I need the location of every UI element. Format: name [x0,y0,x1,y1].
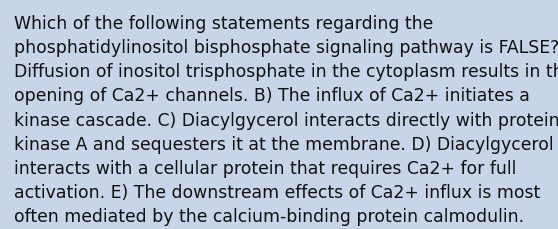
Text: activation. E) The downstream effects of Ca2+ influx is most: activation. E) The downstream effects of… [14,183,540,201]
Text: kinase cascade. C) Diacylgycerol interacts directly with protein: kinase cascade. C) Diacylgycerol interac… [14,111,558,129]
Text: kinase A and sequesters it at the membrane. D) Diacylgycerol: kinase A and sequesters it at the membra… [14,135,554,153]
Text: often mediated by the calcium-binding protein calmodulin.: often mediated by the calcium-binding pr… [14,207,524,225]
Text: interacts with a cellular protein that requires Ca2+ for full: interacts with a cellular protein that r… [14,159,516,177]
Text: Diffusion of inositol trisphosphate in the cytoplasm results in the: Diffusion of inositol trisphosphate in t… [14,63,558,81]
Text: Which of the following statements regarding the: Which of the following statements regard… [14,15,433,33]
Text: phosphatidylinositol bisphosphate signaling pathway is FALSE? A): phosphatidylinositol bisphosphate signal… [14,39,558,57]
Text: opening of Ca2+ channels. B) The influx of Ca2+ initiates a: opening of Ca2+ channels. B) The influx … [14,87,530,105]
